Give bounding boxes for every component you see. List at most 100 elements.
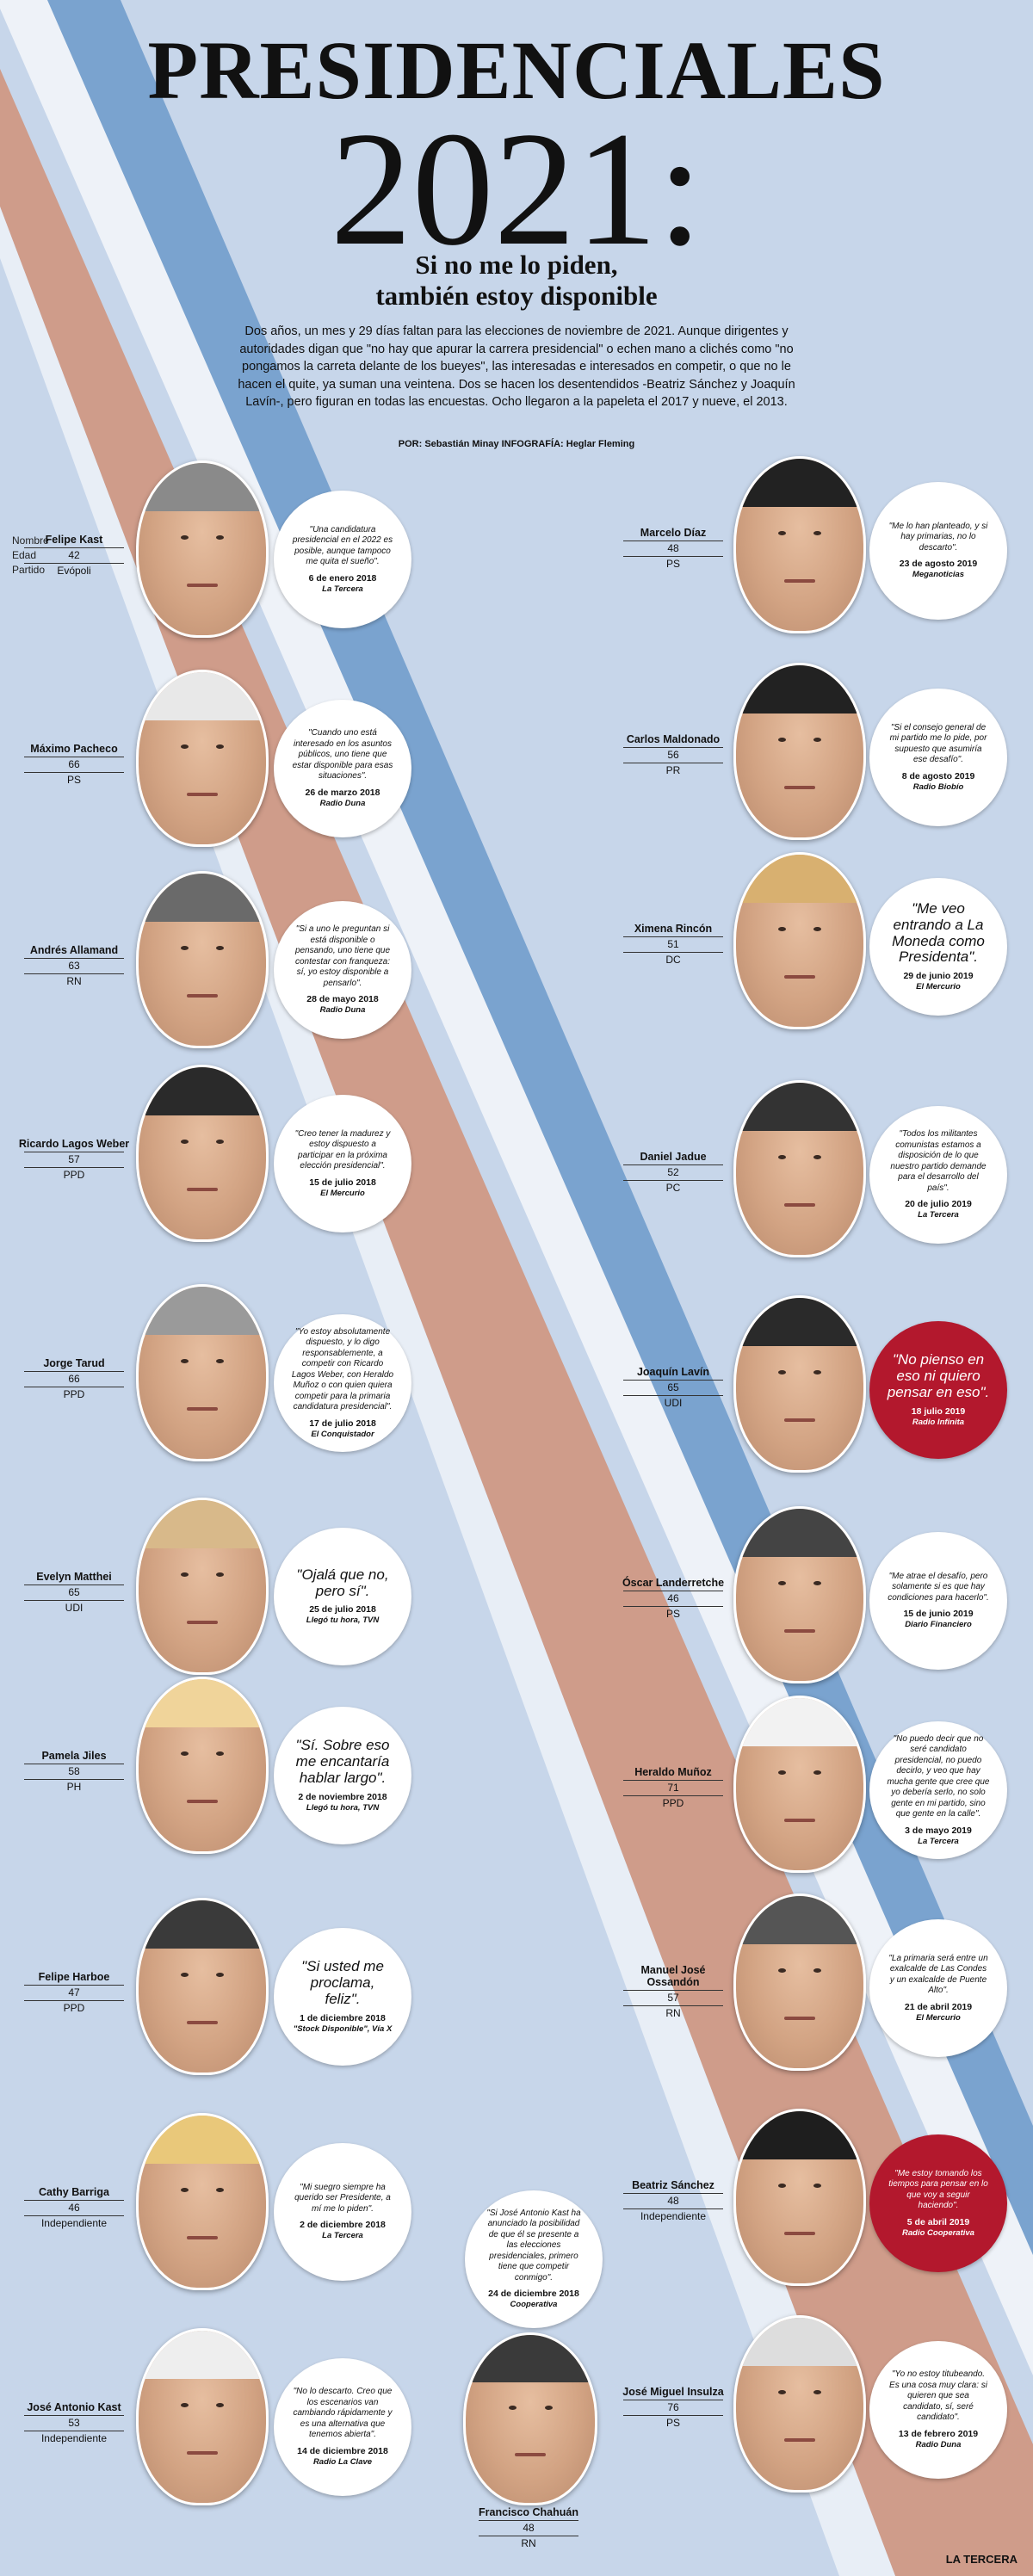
quote-bubble-felipe-kast: "Una candidatura presidencial en el 2022… bbox=[274, 491, 411, 628]
candidate-name: José Antonio Kast bbox=[27, 2401, 121, 2413]
eye-right bbox=[216, 744, 225, 749]
quote-bubble-maximo-pacheco: "Cuando uno está interesado en los asunt… bbox=[274, 700, 411, 837]
mouth-shape bbox=[784, 2438, 815, 2442]
candidate-info-felipe-harboe: Felipe Harboe 47 PPD bbox=[17, 1971, 131, 2014]
portrait-oscar-landerretche bbox=[733, 1506, 866, 1683]
quote-text: "Yo estoy absolutamente dispuesto, y lo … bbox=[291, 1326, 394, 1412]
quote-text: "Una candidatura presidencial en el 2022… bbox=[292, 524, 393, 567]
quote-media: Llegó tu hora, TVN bbox=[306, 1802, 380, 1813]
candidate-age: 66 bbox=[68, 758, 80, 770]
eye-right bbox=[216, 1572, 225, 1577]
eye-right bbox=[813, 927, 822, 931]
quote-media: Meganoticias bbox=[912, 570, 965, 580]
mouth-shape bbox=[187, 994, 218, 998]
candidate-name: Cathy Barriga bbox=[39, 2186, 109, 2198]
candidate-info-oscar-landerretche: Óscar Landerretche 46 PS bbox=[616, 1577, 730, 1620]
portrait-maximo-pacheco bbox=[136, 670, 269, 847]
hair-shape bbox=[736, 1698, 863, 1746]
quote-bubble-cathy-barriga: "Mi suegro siempre ha querido ser Presid… bbox=[274, 2143, 411, 2281]
footer-brand: LA TERCERA bbox=[945, 2553, 1018, 2566]
candidate-name: Óscar Landerretche bbox=[622, 1577, 725, 1589]
quote-date: 26 de marzo 2018 bbox=[305, 787, 380, 798]
mouth-shape bbox=[784, 2017, 815, 2020]
legend-party-label: Partido bbox=[12, 564, 46, 576]
mouth-shape bbox=[784, 1629, 815, 1633]
candidate-party: Independiente bbox=[40, 2217, 108, 2229]
divider bbox=[24, 547, 124, 548]
candidate-party: RN bbox=[665, 2007, 681, 2019]
portrait-carlos-maldonado bbox=[733, 663, 866, 840]
divider bbox=[623, 1180, 723, 1181]
eye-right bbox=[216, 1751, 225, 1756]
divider bbox=[479, 2520, 578, 2521]
quote-bubble-carlos-maldonado: "Si el consejo general de mi partido me … bbox=[869, 689, 1007, 826]
hair-shape bbox=[139, 1679, 266, 1727]
candidate-info-cathy-barriga: Cathy Barriga 46 Independiente bbox=[17, 2186, 131, 2229]
divider bbox=[623, 952, 723, 953]
eye-right bbox=[813, 1770, 822, 1775]
candidate-info-joaquin-lavin: Joaquín Lavín 65 UDI bbox=[616, 1366, 730, 1409]
candidate-age: 65 bbox=[68, 1586, 80, 1598]
eye-left bbox=[777, 531, 786, 535]
quote-date: 28 de mayo 2018 bbox=[306, 994, 379, 1004]
quote-date: 2 de diciembre 2018 bbox=[300, 2220, 386, 2231]
hair-shape bbox=[736, 665, 863, 713]
legend-age-label: Edad bbox=[12, 549, 37, 561]
divider bbox=[24, 958, 124, 959]
candidate-age: 48 bbox=[667, 542, 679, 554]
quote-text: "Creo tener la madurez y estoy dispuesto… bbox=[294, 1128, 391, 1171]
mouth-shape bbox=[187, 793, 218, 796]
candidate-age: 46 bbox=[68, 2202, 80, 2214]
quote-bubble-jorge-tarud: "Yo estoy absolutamente dispuesto, y lo … bbox=[274, 1314, 411, 1452]
candidate-name: Manuel José Ossandón bbox=[640, 1964, 706, 1988]
quote-text: "Me lo han planteado, y si hay primarias… bbox=[888, 521, 988, 553]
portrait-heraldo-munoz bbox=[733, 1696, 866, 1873]
candidate-party: PS bbox=[66, 774, 81, 786]
divider bbox=[24, 1600, 124, 1601]
mouth-shape bbox=[784, 579, 815, 583]
candidate-party: DC bbox=[665, 954, 681, 966]
eye-left bbox=[180, 2403, 189, 2407]
eye-right bbox=[813, 1155, 822, 1159]
hair-shape bbox=[139, 1900, 266, 1949]
quote-media: La Tercera bbox=[322, 2231, 363, 2241]
quote-text: "Cuando uno está interesado en los asunt… bbox=[292, 728, 393, 781]
mouth-shape bbox=[187, 2451, 218, 2455]
divider bbox=[623, 1990, 723, 1991]
hair-shape bbox=[139, 1287, 266, 1335]
candidate-party: RN bbox=[521, 2537, 536, 2549]
mouth-shape bbox=[784, 2232, 815, 2235]
quote-text: "Me estoy tomando los tiempos para pensa… bbox=[888, 2168, 988, 2211]
candidate-info-heraldo-munoz: Heraldo Muñoz 71 PPD bbox=[616, 1766, 730, 1809]
quote-date: 23 de agosto 2019 bbox=[899, 559, 978, 570]
candidate-party: PPD bbox=[63, 2002, 85, 2014]
quote-date: 13 de febrero 2019 bbox=[898, 2428, 979, 2439]
quote-text: "Ojalá que no, pero sí". bbox=[296, 1566, 389, 1599]
hair-shape bbox=[139, 672, 266, 720]
candidate-age: 57 bbox=[667, 1992, 679, 2004]
divider bbox=[623, 2193, 723, 2194]
eye-right bbox=[813, 1370, 822, 1374]
candidate-info-daniel-jadue: Daniel Jadue 52 PC bbox=[616, 1151, 730, 1194]
portrait-felipe-kast bbox=[136, 460, 269, 638]
candidate-info-evelyn-matthei: Evelyn Matthei 65 UDI bbox=[17, 1571, 131, 1614]
hair-shape bbox=[736, 2318, 863, 2366]
candidate-party: PPD bbox=[63, 1169, 85, 1181]
candidate-name: Ximena Rincón bbox=[634, 923, 713, 935]
candidate-age: 57 bbox=[68, 1153, 80, 1165]
candidate-info-jose-antonio-kast: José Antonio Kast 53 Independiente bbox=[17, 2401, 131, 2444]
mouth-shape bbox=[187, 584, 218, 587]
candidate-party: PS bbox=[665, 558, 680, 570]
divider bbox=[24, 772, 124, 773]
eye-left bbox=[777, 738, 786, 742]
quote-date: 15 de junio 2019 bbox=[903, 1609, 974, 1620]
candidate-name: Jorge Tarud bbox=[43, 1357, 105, 1369]
quote-text: "Sí. Sobre eso me encantaría hablar larg… bbox=[295, 1737, 390, 1786]
hair-shape bbox=[736, 1298, 863, 1346]
year-heading: 2021: bbox=[330, 99, 703, 280]
mouth-shape bbox=[187, 1621, 218, 1624]
portrait-marcelo-diaz bbox=[733, 456, 866, 633]
quote-bubble-marcelo-diaz: "Me lo han planteado, y si hay primarias… bbox=[869, 482, 1007, 620]
candidate-info-carlos-maldonado: Carlos Maldonado 56 PR bbox=[616, 733, 730, 776]
quote-text: "Si usted me proclama, feliz". bbox=[301, 1958, 384, 2007]
